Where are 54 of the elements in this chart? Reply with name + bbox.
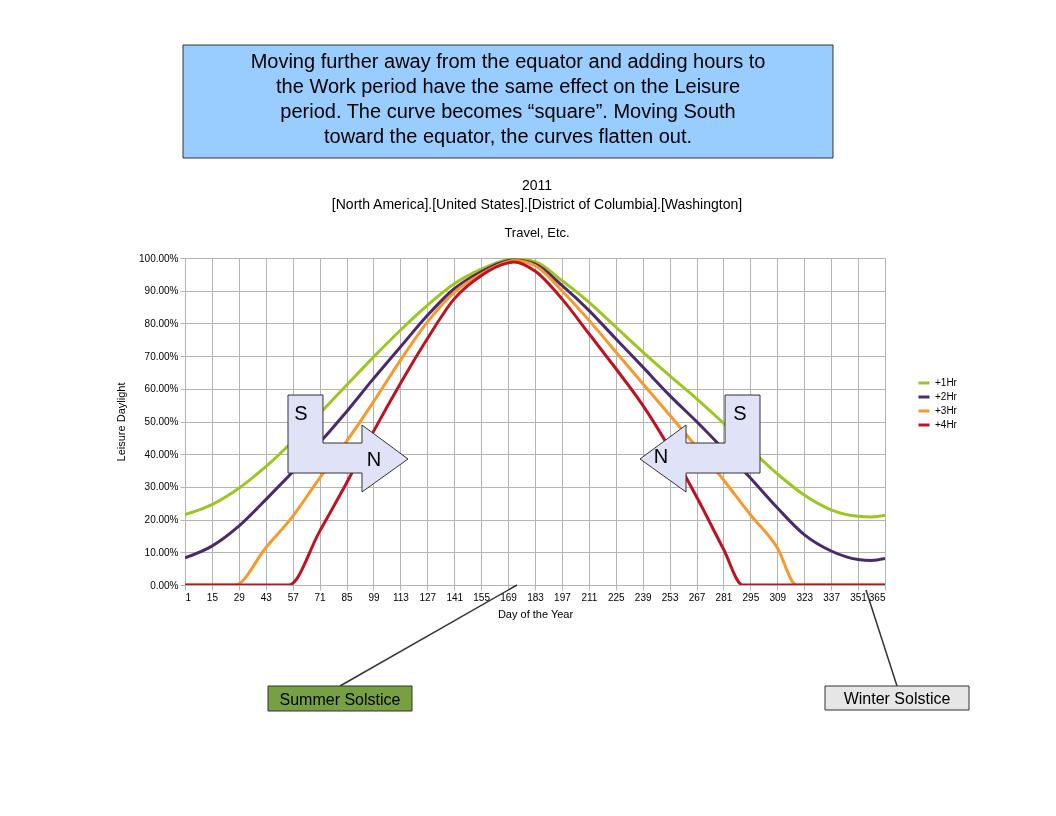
x-tick-label: 197 bbox=[554, 591, 572, 603]
x-tick-label: 309 bbox=[769, 591, 787, 603]
x-tick-label: 239 bbox=[634, 591, 652, 603]
x-tick-label: 29 bbox=[233, 591, 246, 603]
y-tick-label: 0.00% bbox=[150, 579, 179, 591]
chart-subtitle: [North America].[United States].[District of Columbia].[Washington] bbox=[331, 196, 743, 212]
x-tick-label: 57 bbox=[287, 591, 300, 603]
legend-label: +4Hr bbox=[935, 419, 958, 430]
y-tick-label: 60.00% bbox=[144, 383, 179, 395]
annotation: S bbox=[733, 402, 747, 424]
legend-label: +3Hr bbox=[935, 405, 958, 416]
y-tick-label: 100.00% bbox=[139, 252, 179, 264]
y-tick-label: 10.00% bbox=[144, 546, 179, 558]
x-tick-label: 267 bbox=[688, 591, 706, 603]
x-tick-label: 351 bbox=[850, 591, 868, 603]
x-tick-label: 155 bbox=[473, 591, 491, 603]
x-tick-label: 365 bbox=[868, 591, 886, 603]
y-tick-label: 70.00% bbox=[144, 350, 179, 362]
x-tick-label: 1 bbox=[185, 591, 192, 603]
text: Travel, Etc. bbox=[504, 225, 570, 240]
x-axis-title: Day of the Year bbox=[497, 607, 574, 620]
x-tick-label: 71 bbox=[314, 591, 327, 603]
x-tick-label: 85 bbox=[341, 591, 354, 603]
y-tick-label: 80.00% bbox=[144, 317, 179, 329]
x-tick-label: 127 bbox=[419, 591, 437, 603]
x-tick-label: 295 bbox=[742, 591, 760, 603]
y-tick-label: 20.00% bbox=[144, 514, 179, 526]
annotation: S bbox=[294, 402, 308, 424]
legend-label: +1Hr bbox=[935, 377, 958, 388]
y-axis-title: Leisure Daylight bbox=[115, 382, 128, 462]
x-tick-label: 113 bbox=[392, 591, 410, 603]
x-tick-label: 141 bbox=[446, 591, 464, 603]
x-tick-label: 15 bbox=[206, 591, 219, 603]
annotation: N bbox=[653, 445, 669, 467]
x-tick-label: 99 bbox=[368, 591, 380, 603]
x-tick-label: 337 bbox=[823, 591, 841, 603]
x-tick-label: 183 bbox=[527, 591, 545, 603]
text: Summer Solstice bbox=[279, 690, 401, 708]
text: Moving further away from the equator and adding hours to the Work period have the same effect on the Leisure period. The curve becomes “square”. Moving South toward the equator, the curves flatten out. bbox=[250, 50, 766, 147]
x-tick-label: 281 bbox=[715, 591, 733, 603]
chart-title: 2011 bbox=[521, 177, 553, 193]
x-tick-label: 253 bbox=[661, 591, 679, 603]
x-tick-label: 169 bbox=[500, 591, 518, 603]
y-tick-label: 30.00% bbox=[144, 481, 179, 493]
y-tick-label: 50.00% bbox=[144, 416, 179, 427]
text: Winter Solstice bbox=[843, 690, 951, 707]
legend-label: +2Hr bbox=[935, 391, 958, 402]
y-tick-label: 40.00% bbox=[144, 448, 179, 460]
x-tick-label: 225 bbox=[607, 591, 626, 603]
annotation: N bbox=[366, 448, 382, 470]
y-tick-label: 90.00% bbox=[144, 285, 179, 297]
x-tick-label: 43 bbox=[260, 591, 273, 603]
x-tick-label: 211 bbox=[581, 591, 598, 603]
x-tick-label: 323 bbox=[796, 591, 814, 603]
